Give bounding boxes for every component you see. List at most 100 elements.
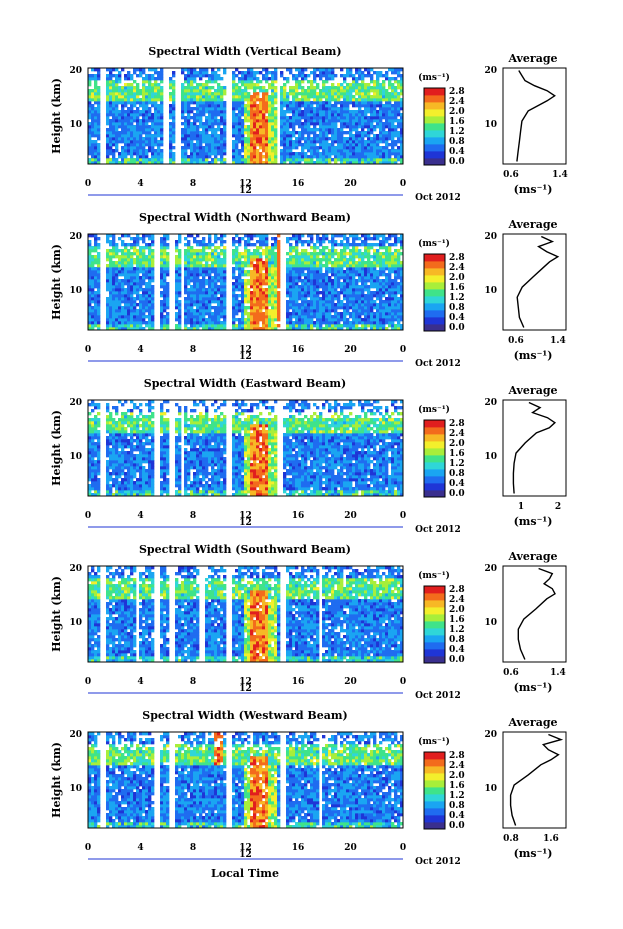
heatmap-cell xyxy=(157,116,161,120)
heatmap-cell xyxy=(295,104,299,108)
heatmap-cell xyxy=(112,131,116,135)
heatmap-cell xyxy=(283,128,287,132)
heatmap-cell xyxy=(232,152,236,156)
heatmap-cell xyxy=(355,104,359,108)
heatmap-cell xyxy=(232,276,236,280)
heatmap-cell xyxy=(316,282,320,286)
heatmap-cell xyxy=(367,252,371,256)
heatmap-cell xyxy=(109,122,113,126)
heatmap-cell xyxy=(220,309,224,313)
heatmap-cell xyxy=(295,297,299,301)
heatmap-cell xyxy=(325,110,329,114)
heatmap-cell xyxy=(286,315,290,319)
heatmap-cell xyxy=(289,101,293,105)
heatmap-cell xyxy=(367,92,371,96)
heatmap-cell xyxy=(397,68,401,72)
heatmap-cell xyxy=(343,315,347,319)
heatmap-cell xyxy=(211,261,215,265)
heatmap-cell xyxy=(193,101,197,105)
heatmap-cell xyxy=(256,318,260,322)
heatmap-cell xyxy=(316,312,320,316)
heatmap-cell xyxy=(214,312,218,316)
heatmap-cell xyxy=(220,155,224,159)
heatmap-cell xyxy=(172,125,176,129)
heatmap-cell xyxy=(106,155,110,159)
heatmap-cell xyxy=(139,315,143,319)
heatmap-cell xyxy=(166,258,170,262)
heatmap-cell xyxy=(385,113,389,117)
heatmap-cell xyxy=(124,134,128,138)
heatmap-cell xyxy=(133,318,137,322)
heatmap-cell xyxy=(160,321,164,325)
heatmap-cell xyxy=(400,86,404,90)
heatmap-cell xyxy=(343,312,347,316)
heatmap-cell xyxy=(91,267,95,271)
heatmap-cell xyxy=(157,131,161,135)
heatmap-cell xyxy=(331,107,335,111)
heatmap-cell xyxy=(328,312,332,316)
heatmap-cell xyxy=(310,264,314,268)
heatmap-cell xyxy=(148,300,152,304)
heatmap-cell xyxy=(88,89,92,93)
heatmap-cell xyxy=(385,155,389,159)
heatmap-cell xyxy=(343,146,347,150)
heatmap-cell xyxy=(343,119,347,123)
heatmap-cell xyxy=(379,303,383,307)
heatmap-cell xyxy=(88,107,92,111)
heatmap-cell xyxy=(268,279,272,283)
heatmap-cell xyxy=(256,276,260,280)
heatmap-cell xyxy=(388,276,392,280)
heatmap-cell xyxy=(391,258,395,262)
heatmap-cell xyxy=(247,315,251,319)
heatmap-cell xyxy=(379,137,383,141)
heatmap-cell xyxy=(187,80,191,84)
heatmap-cell xyxy=(352,321,356,325)
heatmap-cell xyxy=(358,107,362,111)
heatmap-cell xyxy=(301,110,305,114)
heatmap-cell xyxy=(274,258,278,262)
heatmap-cell xyxy=(112,161,116,165)
heatmap-cell xyxy=(238,137,242,141)
heatmap-cell xyxy=(385,74,389,78)
heatmap-cell xyxy=(160,294,164,298)
heatmap-cell xyxy=(115,282,119,286)
heatmap-cell xyxy=(205,68,209,72)
heatmap-cell xyxy=(400,300,404,304)
heatmap-cell xyxy=(136,131,140,135)
heatmap-cell xyxy=(184,161,188,165)
heatmap-cell xyxy=(370,77,374,81)
heatmap-cell xyxy=(115,291,119,295)
heatmap-cell xyxy=(91,312,95,316)
heatmap-cell xyxy=(193,285,197,289)
heatmap-cell xyxy=(298,303,302,307)
heatmap-cell xyxy=(235,303,239,307)
heatmap-cell xyxy=(322,291,326,295)
heatmap-cell xyxy=(292,285,296,289)
heatmap-cell xyxy=(169,143,173,147)
heatmap-cell xyxy=(112,267,116,271)
colorbar-swatch xyxy=(424,109,445,117)
heatmap-cell xyxy=(271,315,275,319)
heatmap-cell xyxy=(337,264,341,268)
heatmap-cell xyxy=(262,122,266,126)
heatmap-cell xyxy=(121,155,125,159)
heatmap-cell xyxy=(148,131,152,135)
heatmap-cell xyxy=(361,309,365,313)
heatmap-cell xyxy=(121,300,125,304)
heatmap-cell xyxy=(178,276,182,280)
heatmap-cell xyxy=(259,104,263,108)
heatmap-cell xyxy=(127,125,131,129)
heatmap-cell xyxy=(235,324,239,328)
heatmap-cell xyxy=(127,297,131,301)
heatmap-cell xyxy=(349,288,353,292)
heatmap-cell xyxy=(280,113,284,117)
heatmap-cell xyxy=(115,107,119,111)
heatmap-cell xyxy=(256,128,260,132)
heatmap-cell xyxy=(361,312,365,316)
heatmap-cell xyxy=(196,285,200,289)
heatmap-cell xyxy=(286,137,290,141)
heatmap-cell xyxy=(154,113,158,117)
heatmap-cell xyxy=(331,122,335,126)
heatmap-cell xyxy=(214,149,218,153)
heatmap-cell xyxy=(280,122,284,126)
